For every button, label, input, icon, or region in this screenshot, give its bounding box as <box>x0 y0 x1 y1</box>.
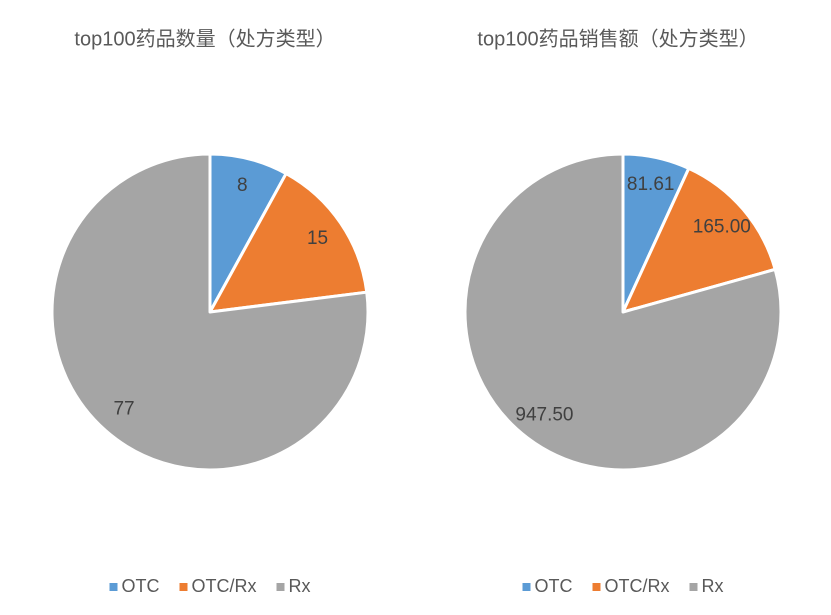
legend-swatch <box>179 583 188 591</box>
legend-swatch <box>109 583 118 591</box>
legend-label: OTC/Rx <box>605 576 670 596</box>
chart-title: top100药品销售额（处方类型） <box>477 27 758 50</box>
legend-label: Rx <box>289 576 311 596</box>
data-label: 947.50 <box>515 405 573 426</box>
pie-slice <box>50 152 370 472</box>
legend-label: OTC <box>122 576 160 596</box>
data-label: 15 <box>307 228 328 249</box>
legend-label: Rx <box>702 576 724 596</box>
legend-swatch <box>689 583 698 591</box>
pie-slice <box>621 166 777 314</box>
data-label: 165.00 <box>693 217 751 238</box>
pie-slice <box>463 152 783 472</box>
legend-swatch <box>592 583 601 591</box>
data-label: 8 <box>237 175 248 196</box>
legend-label: OTC <box>535 576 573 596</box>
legend-swatch <box>522 583 531 591</box>
pie-slice <box>208 172 369 314</box>
data-label: 81.61 <box>627 174 675 195</box>
legend-swatch <box>276 583 285 591</box>
data-label: 77 <box>113 399 134 420</box>
legend-label: OTC/Rx <box>192 576 257 596</box>
chart-title: top100药品数量（处方类型） <box>74 27 335 50</box>
